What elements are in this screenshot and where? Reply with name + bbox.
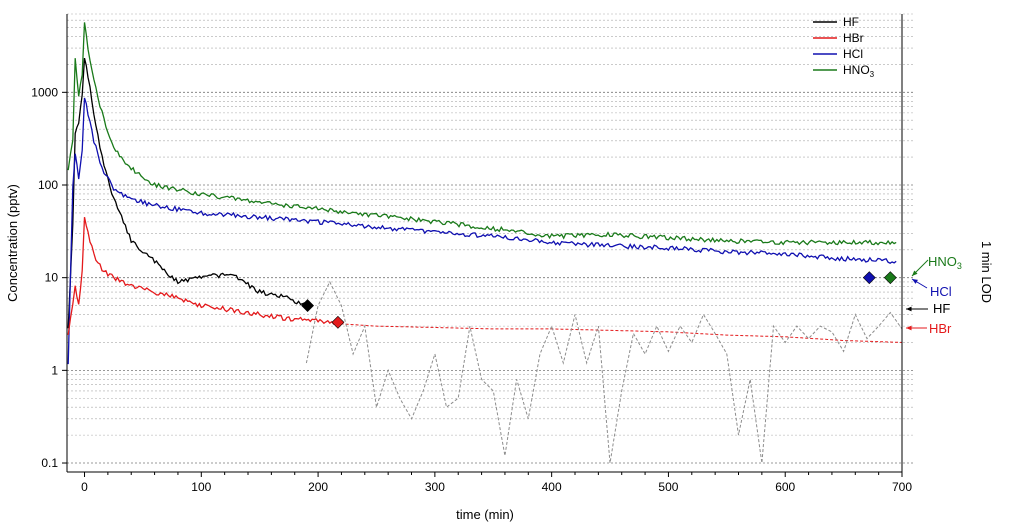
series-line-hcl: [67, 97, 897, 365]
x-tick-label: 600: [775, 480, 795, 494]
x-tick-label: 700: [892, 480, 912, 494]
legend-label: HF: [843, 15, 859, 29]
right-axis-label: 1 min LOD: [979, 241, 994, 303]
grid-layer: [67, 13, 914, 464]
legend: HF HBr HCl HNO3: [813, 15, 875, 79]
annotation-arrowhead: [912, 270, 918, 276]
y-tick-label: 100: [38, 178, 58, 192]
x-tick-label: 0: [81, 480, 88, 494]
series-line-lod-dashed: [305, 280, 903, 464]
lod-marker-hcl: [862, 271, 876, 285]
axes-layer: 0 100 200 300 400 500 600 700 0.1 1 10 100 1000: [31, 14, 912, 494]
annotation-label: HCl: [930, 284, 952, 299]
y-tick-label: 1000: [31, 85, 58, 99]
y-tick-label: 0.1: [41, 456, 58, 470]
x-tick-label: 100: [191, 480, 211, 494]
annotation-label: HBr: [929, 321, 952, 336]
annotation-label: HNO3: [928, 254, 962, 271]
annotation-arrowhead: [906, 325, 912, 331]
y-tick-label: 10: [45, 271, 59, 285]
y-axis-label: Concentration (pptv): [5, 184, 20, 302]
annotation-arrowhead: [912, 279, 918, 284]
legend-label: HCl: [843, 47, 863, 61]
annotation-layer: HNO3 HCl HF HBr: [906, 254, 962, 336]
lod-marker-hbr: [331, 315, 345, 329]
x-tick-label: 500: [658, 480, 678, 494]
series-layer: [67, 22, 903, 464]
series-line-hbr: [67, 216, 337, 335]
x-tick-label: 300: [425, 480, 445, 494]
x-axis-label: time (min): [456, 507, 514, 522]
annotation-arrowhead: [906, 306, 912, 312]
series-line-hno3: [67, 22, 897, 246]
x-tick-label: 400: [542, 480, 562, 494]
lod-marker-hno3: [883, 271, 897, 285]
legend-label: HNO3: [843, 63, 875, 79]
series-line-hf: [67, 57, 307, 329]
y-tick-label: 1: [51, 363, 58, 377]
lod-marker-hf: [301, 299, 314, 312]
x-tick-label: 200: [308, 480, 328, 494]
annotation-label: HF: [933, 301, 950, 316]
legend-label: HBr: [843, 31, 864, 45]
marker-layer: [301, 271, 897, 329]
